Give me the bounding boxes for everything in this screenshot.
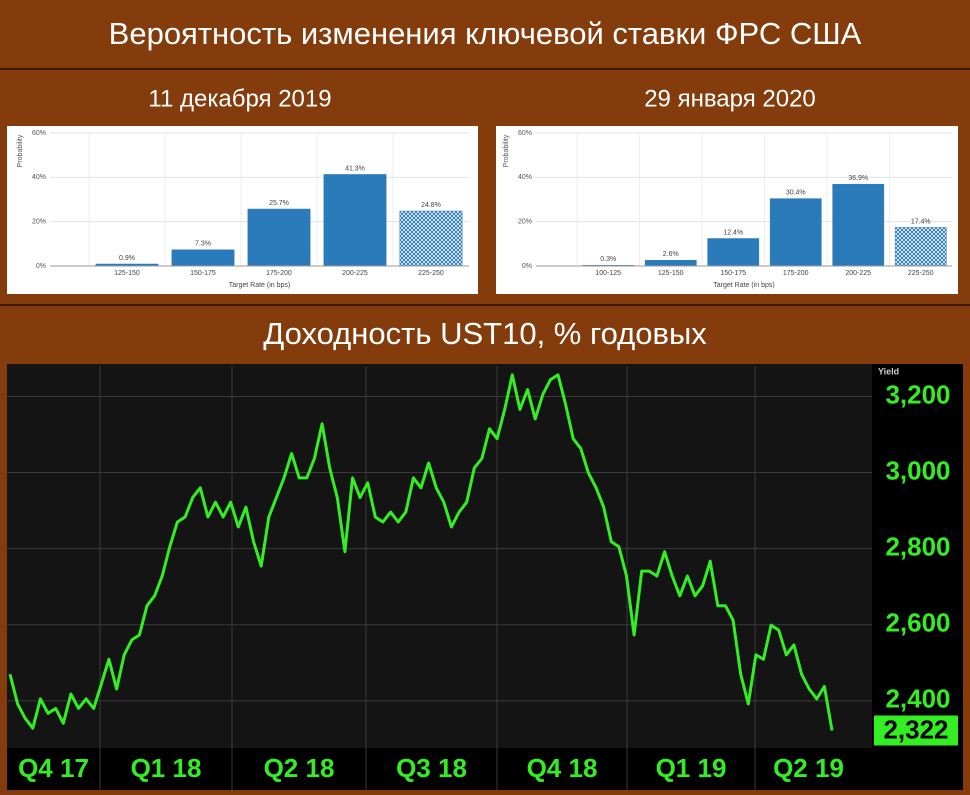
bar: [832, 183, 885, 267]
bar: [894, 227, 947, 267]
y-tick-label: 2,800: [885, 532, 950, 562]
bar: [171, 249, 235, 267]
y-axis-label: Probability: [503, 134, 510, 167]
chart-title: Доходность UST10, % годовых: [263, 316, 707, 351]
data-label: 30.4%: [786, 189, 806, 196]
chart-title: 29 января 2020: [644, 85, 816, 112]
x-tick-label: 125-150: [114, 270, 140, 277]
x-tick-label: Q1 19: [656, 753, 727, 783]
data-label: 36.9%: [848, 175, 868, 182]
y-tick-label: 2,600: [885, 608, 950, 638]
y-tick-label: 3,000: [885, 455, 950, 485]
chart-title: 11 декабря 2019: [148, 85, 331, 112]
divider: [0, 304, 970, 306]
last-value-box: [874, 715, 958, 746]
y-tick-label: 3,200: [885, 379, 950, 409]
y-axis-label: Probability: [17, 134, 24, 167]
data-label: 25.7%: [269, 200, 289, 207]
x-tick-label: 225-250: [418, 270, 444, 277]
data-label: 17.4%: [911, 218, 931, 225]
divider: [0, 68, 970, 70]
last-value-label: 2,322: [883, 714, 948, 744]
data-label: 24.8%: [421, 202, 441, 209]
x-tick-label: Q4 17: [18, 753, 89, 783]
y-tick-label: 0%: [522, 263, 532, 270]
bar: [644, 259, 697, 267]
x-tick-label: Q2 19: [773, 753, 844, 783]
chart-panel: [7, 364, 963, 790]
x-tick-label: 200-225: [845, 270, 871, 277]
data-label: 0.3%: [600, 256, 616, 263]
chart-panel: [496, 126, 958, 294]
axis-panel: [7, 748, 872, 790]
x-tick-label: 150-175: [720, 270, 746, 277]
main-title: Вероятность изменения ключевой ставки ФР…: [109, 16, 862, 51]
bar: [323, 174, 387, 267]
x-tick-label: 200-225: [342, 270, 368, 277]
data-label: 7.3%: [195, 241, 211, 248]
y-tick-label: 20%: [32, 219, 46, 226]
bar: [247, 208, 311, 267]
x-axis-label: Target Rate (in bps): [229, 282, 290, 289]
y-tick-label: 60%: [32, 130, 46, 137]
y-tick-label: 40%: [518, 174, 532, 181]
y-axis-label: Yield: [878, 366, 899, 376]
x-tick-label: 175-200: [266, 270, 292, 277]
x-tick-label: 225-250: [908, 270, 934, 277]
x-tick-label: 175-200: [783, 270, 809, 277]
y-tick-label: 2,400: [885, 684, 950, 714]
x-tick-label: 150-175: [190, 270, 216, 277]
data-label: 41.3%: [345, 165, 365, 172]
data-label: 0.9%: [119, 255, 135, 262]
bar: [399, 210, 463, 267]
x-tick-label: 100-125: [595, 270, 621, 277]
y-tick-label: 40%: [32, 174, 46, 181]
yield-line: [8, 373, 834, 731]
y-tick-label: 0%: [36, 263, 46, 270]
chart-panel: [7, 126, 478, 294]
x-tick-label: Q3 18: [396, 753, 467, 783]
bar: [769, 198, 822, 267]
bar: [707, 238, 760, 267]
x-tick-label: Q2 18: [264, 753, 335, 783]
data-label: 2.6%: [663, 251, 679, 258]
y-tick-label: 60%: [518, 130, 532, 137]
x-tick-label: Q1 18: [131, 753, 202, 783]
y-tick-label: 20%: [518, 219, 532, 226]
x-axis-label: Target Rate (in bps): [713, 282, 774, 289]
x-tick-label: 125-150: [658, 270, 684, 277]
data-label: 12.4%: [723, 229, 743, 236]
x-tick-label: Q4 18: [527, 753, 598, 783]
